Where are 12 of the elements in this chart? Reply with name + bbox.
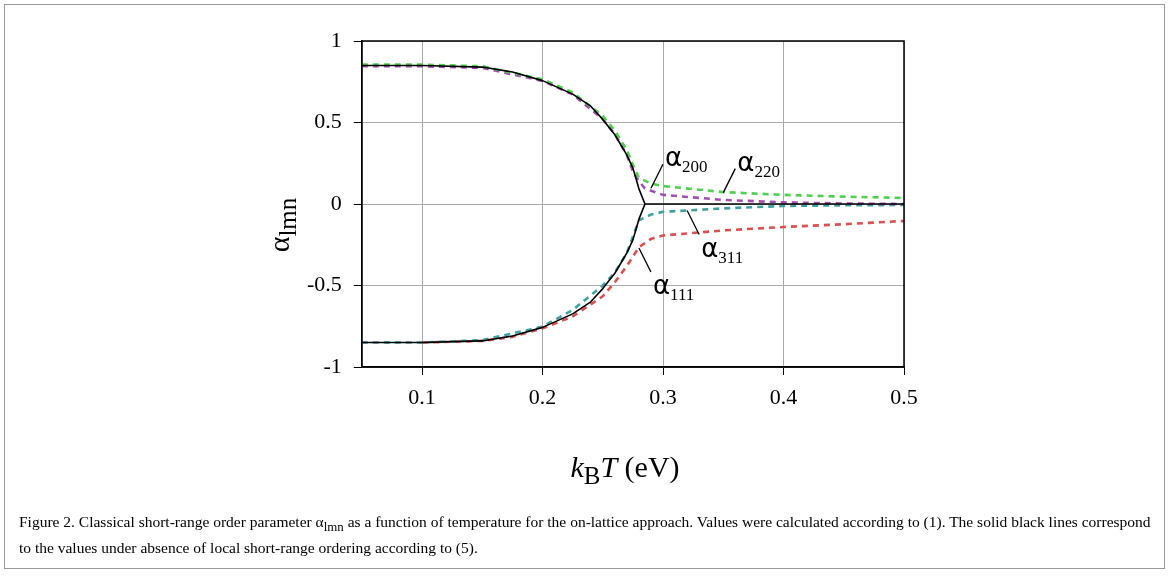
x-tick-label: 0.5: [890, 383, 918, 409]
x-tick-label: 0.2: [528, 383, 557, 409]
x-tick-label: 0.4: [769, 383, 798, 409]
x-axis-title: k$_{B}$T (eV): [569, 450, 681, 490]
x-tick-label: 0.1: [408, 383, 436, 409]
y-tick-label: 1: [330, 26, 342, 52]
y-tick-label: -0.5: [307, 271, 342, 297]
x-tick-label: 0.3: [649, 383, 677, 409]
y-tick-label: 0.5: [314, 108, 342, 134]
y-tick-label: 0: [330, 189, 342, 215]
caption: Figure 2. Classical short-range order parameter α$_{lmn}$ as a function of temperature for the on-lattice approach. Values were calculated according to (1). The solid black lines correspond to the values under absence of local short-range ordering according to (5).: [19, 512, 1152, 559]
y-tick-label: -1: [323, 352, 342, 378]
